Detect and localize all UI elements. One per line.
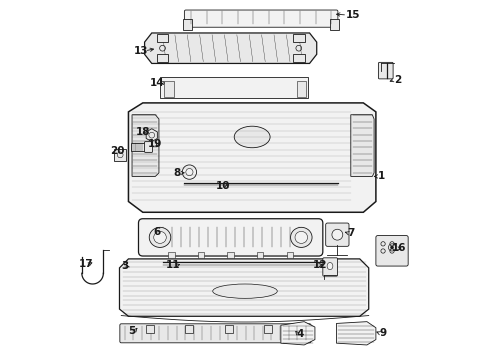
Polygon shape (281, 321, 315, 345)
Text: 1: 1 (378, 171, 385, 181)
Ellipse shape (332, 229, 343, 240)
FancyBboxPatch shape (330, 19, 339, 31)
Ellipse shape (234, 126, 270, 148)
FancyBboxPatch shape (257, 252, 264, 258)
Text: 8: 8 (173, 168, 180, 178)
FancyBboxPatch shape (293, 35, 304, 42)
FancyBboxPatch shape (323, 258, 338, 276)
Polygon shape (145, 33, 317, 63)
Text: 20: 20 (110, 145, 125, 156)
Ellipse shape (291, 227, 312, 247)
FancyBboxPatch shape (146, 325, 154, 333)
Polygon shape (351, 115, 374, 176)
FancyBboxPatch shape (184, 10, 338, 27)
Ellipse shape (213, 284, 277, 298)
FancyBboxPatch shape (225, 325, 233, 333)
Ellipse shape (295, 231, 308, 243)
Ellipse shape (327, 262, 333, 270)
FancyBboxPatch shape (131, 143, 147, 151)
FancyBboxPatch shape (157, 54, 168, 62)
Text: 17: 17 (79, 259, 94, 269)
Text: 4: 4 (297, 329, 304, 339)
Text: 6: 6 (153, 227, 161, 237)
Text: 2: 2 (394, 75, 401, 85)
Circle shape (390, 246, 394, 249)
Polygon shape (132, 115, 159, 176)
FancyBboxPatch shape (376, 235, 408, 266)
Polygon shape (128, 103, 376, 212)
FancyBboxPatch shape (186, 325, 194, 333)
Text: 14: 14 (150, 78, 165, 88)
FancyBboxPatch shape (293, 54, 304, 62)
Ellipse shape (149, 227, 171, 247)
Text: 16: 16 (392, 243, 406, 253)
FancyBboxPatch shape (265, 325, 272, 333)
FancyBboxPatch shape (160, 77, 308, 98)
FancyBboxPatch shape (115, 149, 126, 161)
Text: 18: 18 (136, 127, 150, 136)
FancyBboxPatch shape (164, 81, 173, 97)
Text: 3: 3 (121, 261, 128, 271)
FancyBboxPatch shape (120, 324, 311, 343)
Text: 11: 11 (166, 260, 180, 270)
Ellipse shape (154, 231, 166, 243)
FancyBboxPatch shape (139, 219, 323, 256)
Text: 12: 12 (313, 260, 327, 270)
Text: 5: 5 (128, 325, 136, 336)
Text: 10: 10 (216, 181, 231, 192)
FancyBboxPatch shape (168, 252, 175, 258)
Polygon shape (120, 259, 368, 316)
FancyBboxPatch shape (183, 19, 192, 31)
FancyBboxPatch shape (287, 252, 293, 258)
Text: 15: 15 (345, 10, 360, 20)
FancyBboxPatch shape (198, 252, 204, 258)
FancyBboxPatch shape (145, 141, 152, 152)
Text: 13: 13 (134, 46, 148, 56)
FancyBboxPatch shape (326, 223, 349, 246)
Text: 9: 9 (379, 328, 387, 338)
Polygon shape (337, 321, 376, 345)
FancyBboxPatch shape (157, 35, 168, 42)
FancyBboxPatch shape (227, 252, 234, 258)
FancyBboxPatch shape (378, 62, 393, 79)
FancyBboxPatch shape (296, 81, 306, 97)
Text: 19: 19 (148, 139, 163, 149)
Text: 7: 7 (347, 228, 354, 238)
